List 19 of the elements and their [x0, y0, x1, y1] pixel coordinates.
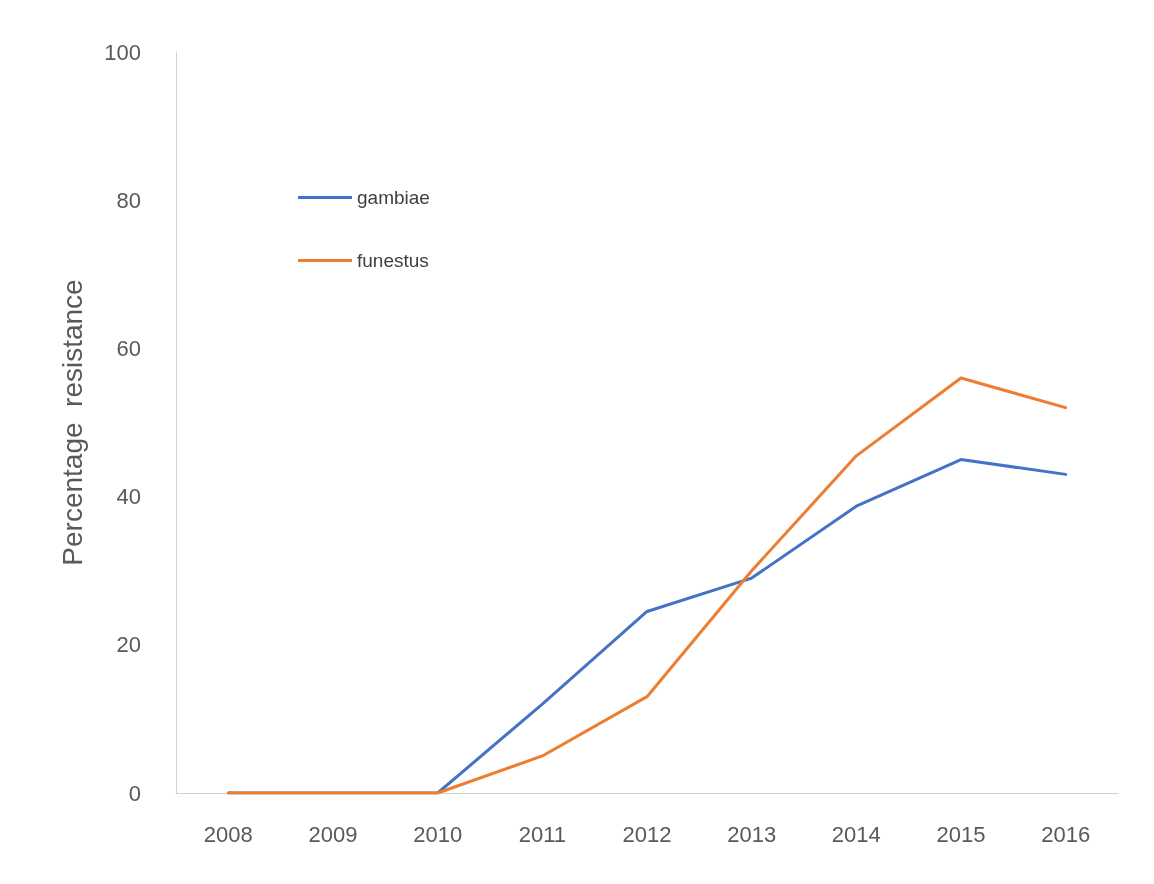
y-tick-label: 80	[116, 187, 141, 213]
x-tick-label: 2008	[203, 821, 253, 847]
x-tick-label: 2009	[308, 821, 358, 847]
y-tick-label: 60	[116, 335, 141, 361]
x-tick-label: 2015	[936, 821, 986, 847]
x-tick-label: 2010	[413, 821, 463, 847]
x-tick-label: 2011	[518, 821, 566, 847]
line-series	[226, 376, 1068, 795]
x-tick-label: 2016	[1041, 821, 1091, 847]
y-tick-label: 100	[104, 39, 141, 65]
legend-label: gambiae	[357, 187, 430, 208]
y-tick-label: 40	[116, 484, 141, 510]
x-tick-label: 2012	[622, 821, 672, 847]
x-tick-label: 2013	[727, 821, 777, 847]
y-tick-label: 0	[128, 780, 141, 806]
x-tick-label: 2014	[831, 821, 881, 847]
y-tick-label: 20	[116, 632, 141, 658]
y-axis-title: Percentage resistance	[56, 279, 88, 566]
legend-label: funestus	[357, 250, 429, 271]
